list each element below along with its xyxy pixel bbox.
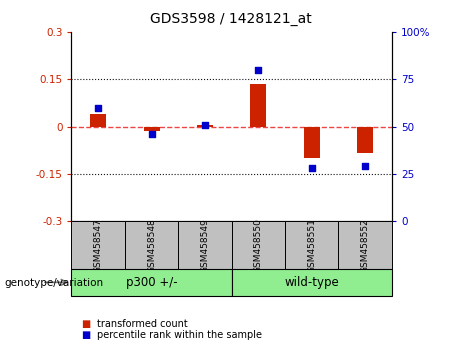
Text: GSM458547: GSM458547 — [94, 218, 103, 273]
Text: genotype/variation: genotype/variation — [5, 278, 104, 288]
Bar — [338, 221, 392, 269]
Bar — [231, 269, 392, 296]
Bar — [90, 114, 106, 127]
Text: ■: ■ — [81, 319, 90, 329]
Bar — [231, 221, 285, 269]
Text: percentile rank within the sample: percentile rank within the sample — [97, 330, 262, 339]
Text: GSM458552: GSM458552 — [361, 218, 370, 273]
Bar — [178, 221, 231, 269]
Bar — [71, 269, 231, 296]
Text: transformed count: transformed count — [97, 319, 188, 329]
Point — [148, 131, 155, 137]
Point — [254, 67, 262, 73]
Bar — [304, 127, 320, 158]
Text: GSM458548: GSM458548 — [147, 218, 156, 273]
Bar — [197, 125, 213, 127]
Point — [308, 165, 315, 171]
Text: GSM458550: GSM458550 — [254, 218, 263, 273]
Bar — [285, 221, 338, 269]
Bar — [71, 221, 125, 269]
Point — [95, 105, 102, 110]
Text: p300 +/-: p300 +/- — [126, 276, 177, 289]
Bar — [357, 127, 373, 153]
Point — [361, 164, 369, 169]
Text: ■: ■ — [81, 330, 90, 339]
Text: wild-type: wild-type — [284, 276, 339, 289]
Point — [201, 122, 209, 127]
Bar — [125, 221, 178, 269]
Bar — [250, 84, 266, 127]
Text: GDS3598 / 1428121_at: GDS3598 / 1428121_at — [150, 12, 311, 27]
Text: GSM458549: GSM458549 — [201, 218, 209, 273]
Bar — [143, 127, 160, 131]
Text: GSM458551: GSM458551 — [307, 218, 316, 273]
